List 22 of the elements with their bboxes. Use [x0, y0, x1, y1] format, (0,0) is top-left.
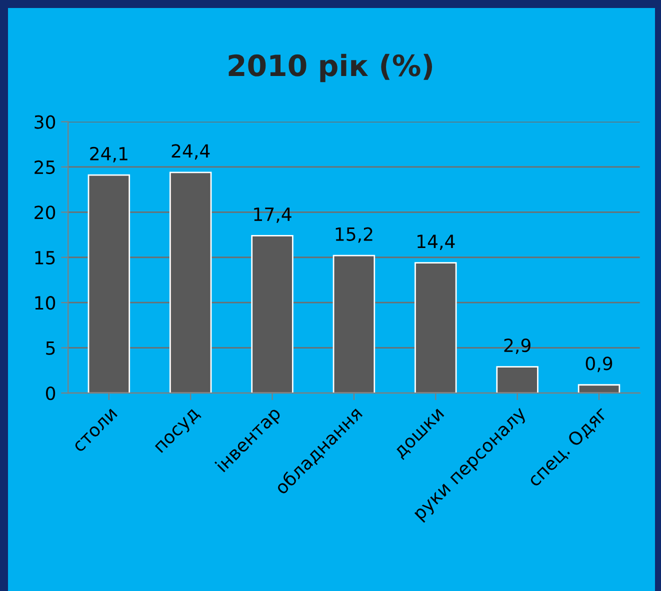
bar: [169, 172, 212, 394]
bar: [578, 384, 620, 394]
data-label: 24,1: [90, 146, 128, 162]
y-tick-label: 30: [34, 115, 56, 129]
y-tick-label: 25: [34, 160, 55, 174]
chart-title: 2010 рік (%): [228, 54, 432, 82]
data-label: 24,4: [172, 144, 210, 160]
bar: [88, 174, 130, 394]
bar: [332, 254, 376, 394]
bar: [251, 234, 294, 394]
y-tick-label: 0: [46, 386, 56, 400]
y-tick-label: 20: [34, 206, 56, 220]
data-label: 14,4: [418, 234, 455, 250]
data-label: 0,9: [586, 356, 612, 372]
y-tick-label: 10: [35, 296, 56, 310]
data-label: 17,4: [254, 208, 292, 223]
data-label: 15,2: [336, 227, 372, 243]
y-tick-label: 5: [46, 342, 55, 355]
bar: [414, 262, 457, 394]
bar: [496, 366, 538, 394]
data-label: 2,9: [504, 338, 530, 354]
y-tick-label: 15: [35, 251, 55, 264]
